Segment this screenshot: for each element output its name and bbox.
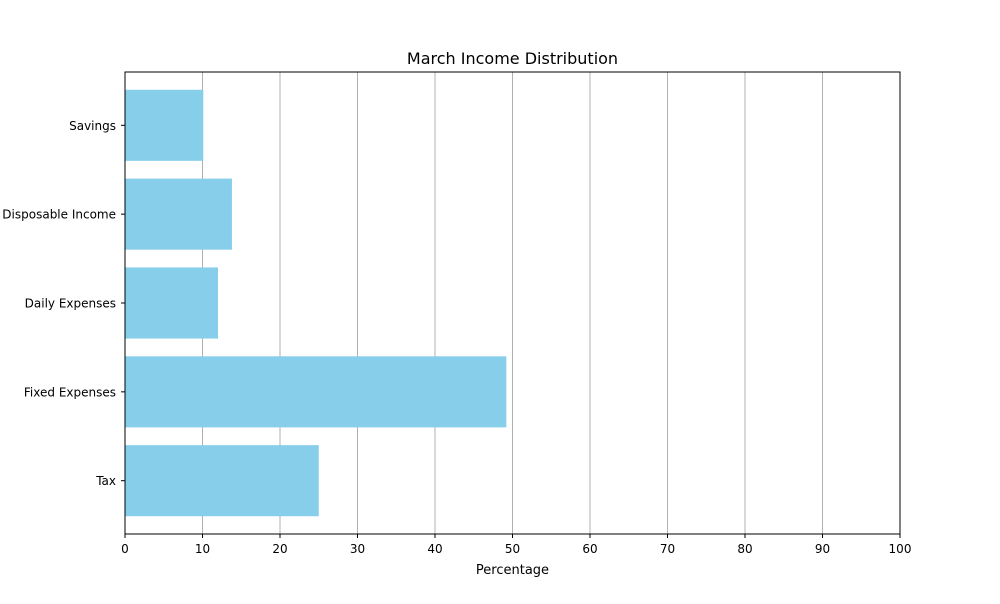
bar <box>125 267 218 339</box>
x-axis-ticks: 0 10 20 30 40 50 60 70 80 90 100 <box>121 534 911 556</box>
x-tick-label: 90 <box>815 542 830 556</box>
bars <box>125 89 507 517</box>
x-tick-label: 50 <box>505 542 520 556</box>
y-tick-label: Daily Expenses <box>25 297 116 311</box>
x-tick-label: 10 <box>195 542 210 556</box>
x-tick-label: 60 <box>582 542 597 556</box>
y-tick-label: Fixed Expenses <box>24 385 116 399</box>
bar <box>125 89 204 161</box>
y-axis-ticks: Tax Fixed Expenses Daily Expenses Disposabl… <box>2 119 125 488</box>
x-tick-label: 80 <box>737 542 752 556</box>
x-axis-label: Percentage <box>476 563 549 578</box>
x-tick-label: 20 <box>272 542 287 556</box>
y-tick-label: Disposable Income <box>2 208 116 222</box>
y-tick-label: Savings <box>69 119 116 133</box>
bar <box>125 445 319 517</box>
grid-lines <box>202 72 823 534</box>
bar <box>125 178 232 250</box>
x-tick-label: 40 <box>427 542 442 556</box>
x-tick-label: 0 <box>121 542 129 556</box>
bar <box>125 356 507 428</box>
y-tick-label: Tax <box>95 474 116 488</box>
chart-title: March Income Distribution <box>407 49 618 68</box>
x-tick-label: 100 <box>889 542 912 556</box>
x-tick-label: 70 <box>660 542 675 556</box>
x-tick-label: 30 <box>350 542 365 556</box>
